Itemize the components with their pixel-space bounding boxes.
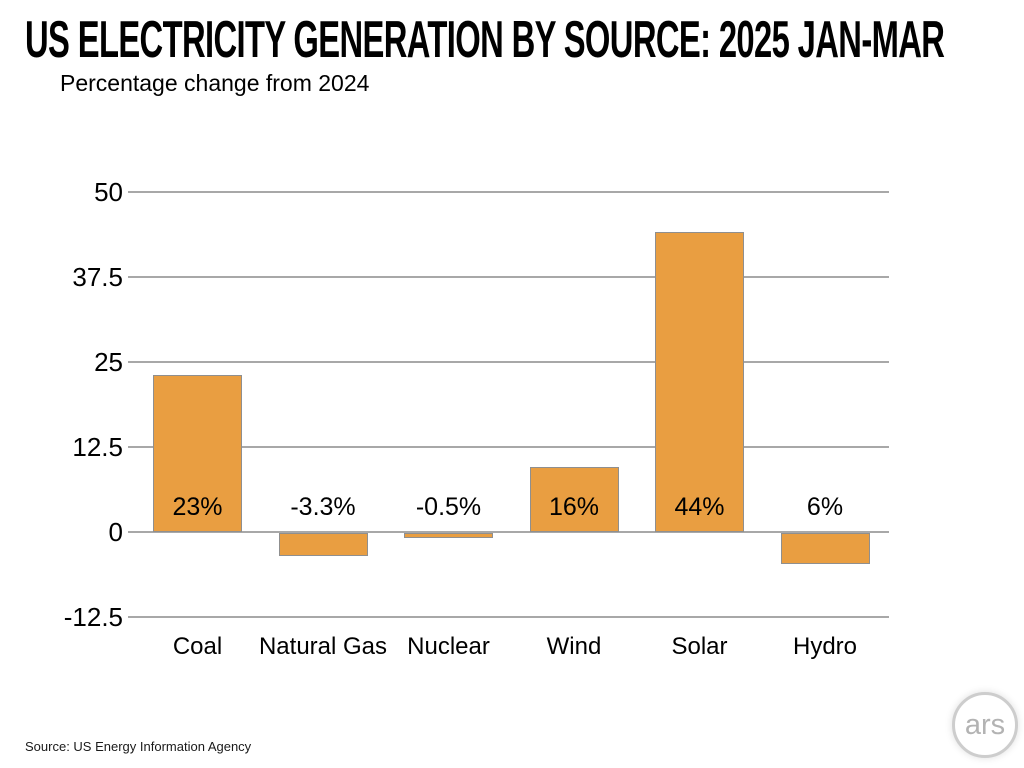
x-axis-label-nuclear: Nuclear [407,633,490,660]
gridline [128,276,889,278]
bar-value-label: 16% [548,493,600,521]
zero-axis-line [128,531,889,533]
bar-solar [655,232,744,532]
y-tick-label: 12.5 [72,432,123,462]
bar-hydro [780,533,870,564]
gridline [128,616,889,618]
bar-value-label: 44% [674,493,725,521]
bar-value-label: 6% [806,493,844,521]
x-axis-label-hydro: Hydro [792,633,858,660]
bar-value-label: 23% [172,493,223,521]
x-axis-label-solar: Solar [671,633,728,660]
gridline [128,446,889,448]
bar-value-label: -3.3% [290,493,356,521]
x-axis-label-coal: Coal [172,633,223,660]
y-tick-label: 50 [94,177,123,207]
bar-natural-gas [278,533,368,557]
bar-nuclear [404,533,493,538]
bar-wind [529,467,619,532]
bar-value-label: -0.5% [415,493,482,521]
y-tick-label: 25 [94,347,123,377]
gridline [128,191,889,193]
chart-subtitle: Percentage change from 2024 [60,70,370,96]
chart-title: US ELECTRICITY GENERATION BY SOURCE: 202… [25,11,945,69]
bar-coal [153,374,242,532]
ars-logo: ars [952,692,1018,758]
gridline [128,361,889,363]
y-tick-label: 37.5 [72,262,123,292]
y-tick-label: -12.5 [63,602,123,632]
source-note: Source: US Energy Information Agency [25,739,252,754]
x-axis-label-wind: Wind [546,633,602,660]
x-axis-label-natural-gas: Natural Gas [258,633,388,660]
y-tick-label: 0 [108,517,123,547]
